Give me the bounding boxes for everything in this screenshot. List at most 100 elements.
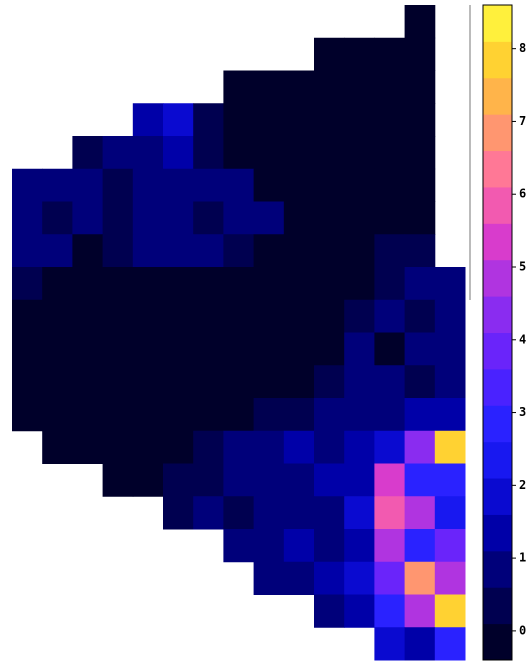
heatmap-cell <box>254 464 285 497</box>
heatmap-cell <box>284 71 315 104</box>
heatmap-cell <box>133 103 164 136</box>
heatmap-cell <box>314 529 345 562</box>
heatmap-cell <box>223 398 254 431</box>
heatmap-cell <box>72 365 103 398</box>
heatmap-cell <box>223 169 254 202</box>
heatmap-cell <box>72 136 103 169</box>
heatmap-cell <box>435 431 466 464</box>
heatmap-cell <box>42 169 73 202</box>
heatmap-cell <box>254 496 285 529</box>
heatmap-cell <box>405 562 436 595</box>
heatmap-cell <box>163 169 194 202</box>
heatmap-cell <box>405 398 436 431</box>
heatmap-cell <box>103 202 134 235</box>
heatmap-cell <box>223 234 254 267</box>
heatmap-cell <box>344 496 375 529</box>
heatmap-cell <box>163 234 194 267</box>
colorbar-tick-label: 8 <box>519 41 526 55</box>
heatmap-cell <box>42 365 73 398</box>
heatmap-cell <box>193 103 224 136</box>
heatmap-cell <box>193 234 224 267</box>
heatmap-cell <box>103 398 134 431</box>
heatmap-cell <box>435 464 466 497</box>
heatmap-cell <box>223 529 254 562</box>
heatmap-cell <box>314 333 345 366</box>
heatmap-cell <box>72 234 103 267</box>
heatmap-cell <box>284 562 315 595</box>
heatmap-cell <box>435 627 466 660</box>
heatmap-cell <box>254 365 285 398</box>
heatmap-cell <box>223 431 254 464</box>
heatmap-cell <box>314 136 345 169</box>
heatmap-cell <box>42 234 73 267</box>
heatmap-cell <box>314 365 345 398</box>
heatmap-cell <box>314 595 345 628</box>
heatmap-cell <box>254 71 285 104</box>
heatmap-cell <box>344 136 375 169</box>
heatmap-cell <box>193 267 224 300</box>
heatmap-cell <box>374 333 405 366</box>
colorbar-band <box>483 78 512 115</box>
heatmap-cell <box>374 627 405 660</box>
heatmap-cell <box>193 333 224 366</box>
heatmap-cell <box>284 496 315 529</box>
heatmap-cell <box>435 333 466 366</box>
heatmap-cell <box>163 300 194 333</box>
heatmap-cell <box>163 496 194 529</box>
heatmap-cell <box>374 431 405 464</box>
heatmap-cell <box>284 103 315 136</box>
colorbar-band <box>483 223 512 260</box>
heatmap-cell <box>344 202 375 235</box>
heatmap-cell <box>163 365 194 398</box>
heatmap-cell <box>344 71 375 104</box>
heatmap-cell <box>284 267 315 300</box>
heatmap-cell <box>374 365 405 398</box>
heatmap-cell <box>374 234 405 267</box>
heatmap-cell <box>284 202 315 235</box>
heatmap-cell <box>374 529 405 562</box>
heatmap-cell <box>193 464 224 497</box>
heatmap-cell <box>133 169 164 202</box>
heatmap-cell <box>163 398 194 431</box>
colorbar-band <box>483 551 512 588</box>
heatmap-cell <box>344 464 375 497</box>
heatmap-cell <box>284 464 315 497</box>
heatmap-cell <box>344 595 375 628</box>
heatmap-cell <box>193 300 224 333</box>
heatmap-cell <box>374 595 405 628</box>
heatmap-cell <box>314 71 345 104</box>
heatmap-cell <box>42 267 73 300</box>
heatmap-cell <box>314 103 345 136</box>
heatmap-cell <box>284 431 315 464</box>
heatmap-cell <box>374 464 405 497</box>
heatmap-cell <box>133 431 164 464</box>
heatmap-cell <box>405 333 436 366</box>
heatmap-cell <box>163 103 194 136</box>
heatmap-cell <box>163 333 194 366</box>
heatmap-cell <box>223 71 254 104</box>
heatmap-cell <box>133 234 164 267</box>
heatmap-cell <box>163 431 194 464</box>
colorbar-band <box>483 478 512 515</box>
colorbar-band <box>483 151 512 188</box>
heatmap-cell <box>133 202 164 235</box>
heatmap-cell <box>72 333 103 366</box>
heatmap-cell <box>374 169 405 202</box>
colorbar-tick-label: 2 <box>519 478 526 492</box>
colorbar-band <box>483 624 512 661</box>
heatmap-cell <box>193 365 224 398</box>
colorbar-tick-label: 7 <box>519 114 526 128</box>
heatmap-cell <box>405 365 436 398</box>
colorbar-tick-label: 5 <box>519 260 526 274</box>
heatmap-cell <box>193 431 224 464</box>
heatmap-cell <box>103 300 134 333</box>
heatmap-cell <box>405 529 436 562</box>
colorbar-tick-label: 3 <box>519 405 526 419</box>
heatmap-cell <box>133 464 164 497</box>
heatmap-cell <box>374 267 405 300</box>
heatmap-cell <box>254 169 285 202</box>
heatmap-cell <box>405 103 436 136</box>
heatmap-cell <box>103 169 134 202</box>
heatmap-cell <box>344 562 375 595</box>
